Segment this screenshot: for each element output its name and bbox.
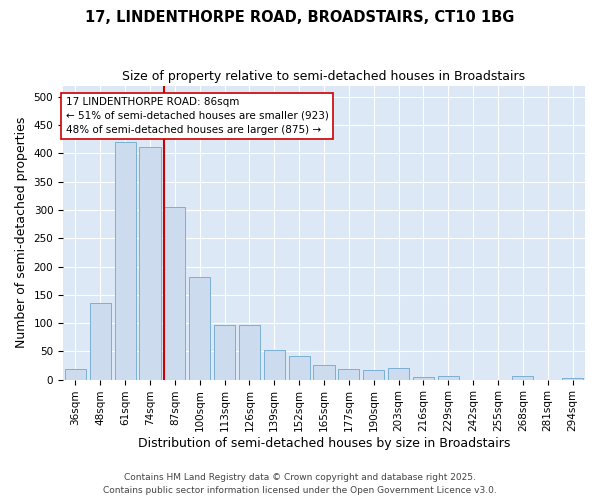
Bar (438, 376, 459, 380)
Bar (264, 350, 285, 380)
Bar (413, 377, 434, 380)
Bar (289, 356, 310, 380)
X-axis label: Distribution of semi-detached houses by size in Broadstairs: Distribution of semi-detached houses by … (138, 437, 510, 450)
Text: 17 LINDENTHORPE ROAD: 86sqm
← 51% of semi-detached houses are smaller (923)
48% : 17 LINDENTHORPE ROAD: 86sqm ← 51% of sem… (65, 97, 328, 135)
Bar (239, 326, 260, 380)
Bar (313, 365, 335, 380)
Y-axis label: Number of semi-detached properties: Number of semi-detached properties (15, 117, 28, 348)
Bar (189, 276, 210, 380)
Bar (562, 378, 583, 380)
Bar (65, 370, 86, 380)
Title: Size of property relative to semi-detached houses in Broadstairs: Size of property relative to semi-detach… (122, 70, 526, 83)
Bar (164, 207, 185, 380)
Bar (338, 370, 359, 380)
Bar (139, 146, 161, 380)
Bar (214, 324, 235, 380)
Text: 17, LINDENTHORPE ROAD, BROADSTAIRS, CT10 1BG: 17, LINDENTHORPE ROAD, BROADSTAIRS, CT10… (85, 10, 515, 25)
Bar (363, 370, 384, 380)
Bar (115, 142, 136, 380)
Bar (90, 304, 111, 380)
Text: Contains HM Land Registry data © Crown copyright and database right 2025.
Contai: Contains HM Land Registry data © Crown c… (103, 474, 497, 495)
Bar (388, 368, 409, 380)
Bar (512, 376, 533, 380)
